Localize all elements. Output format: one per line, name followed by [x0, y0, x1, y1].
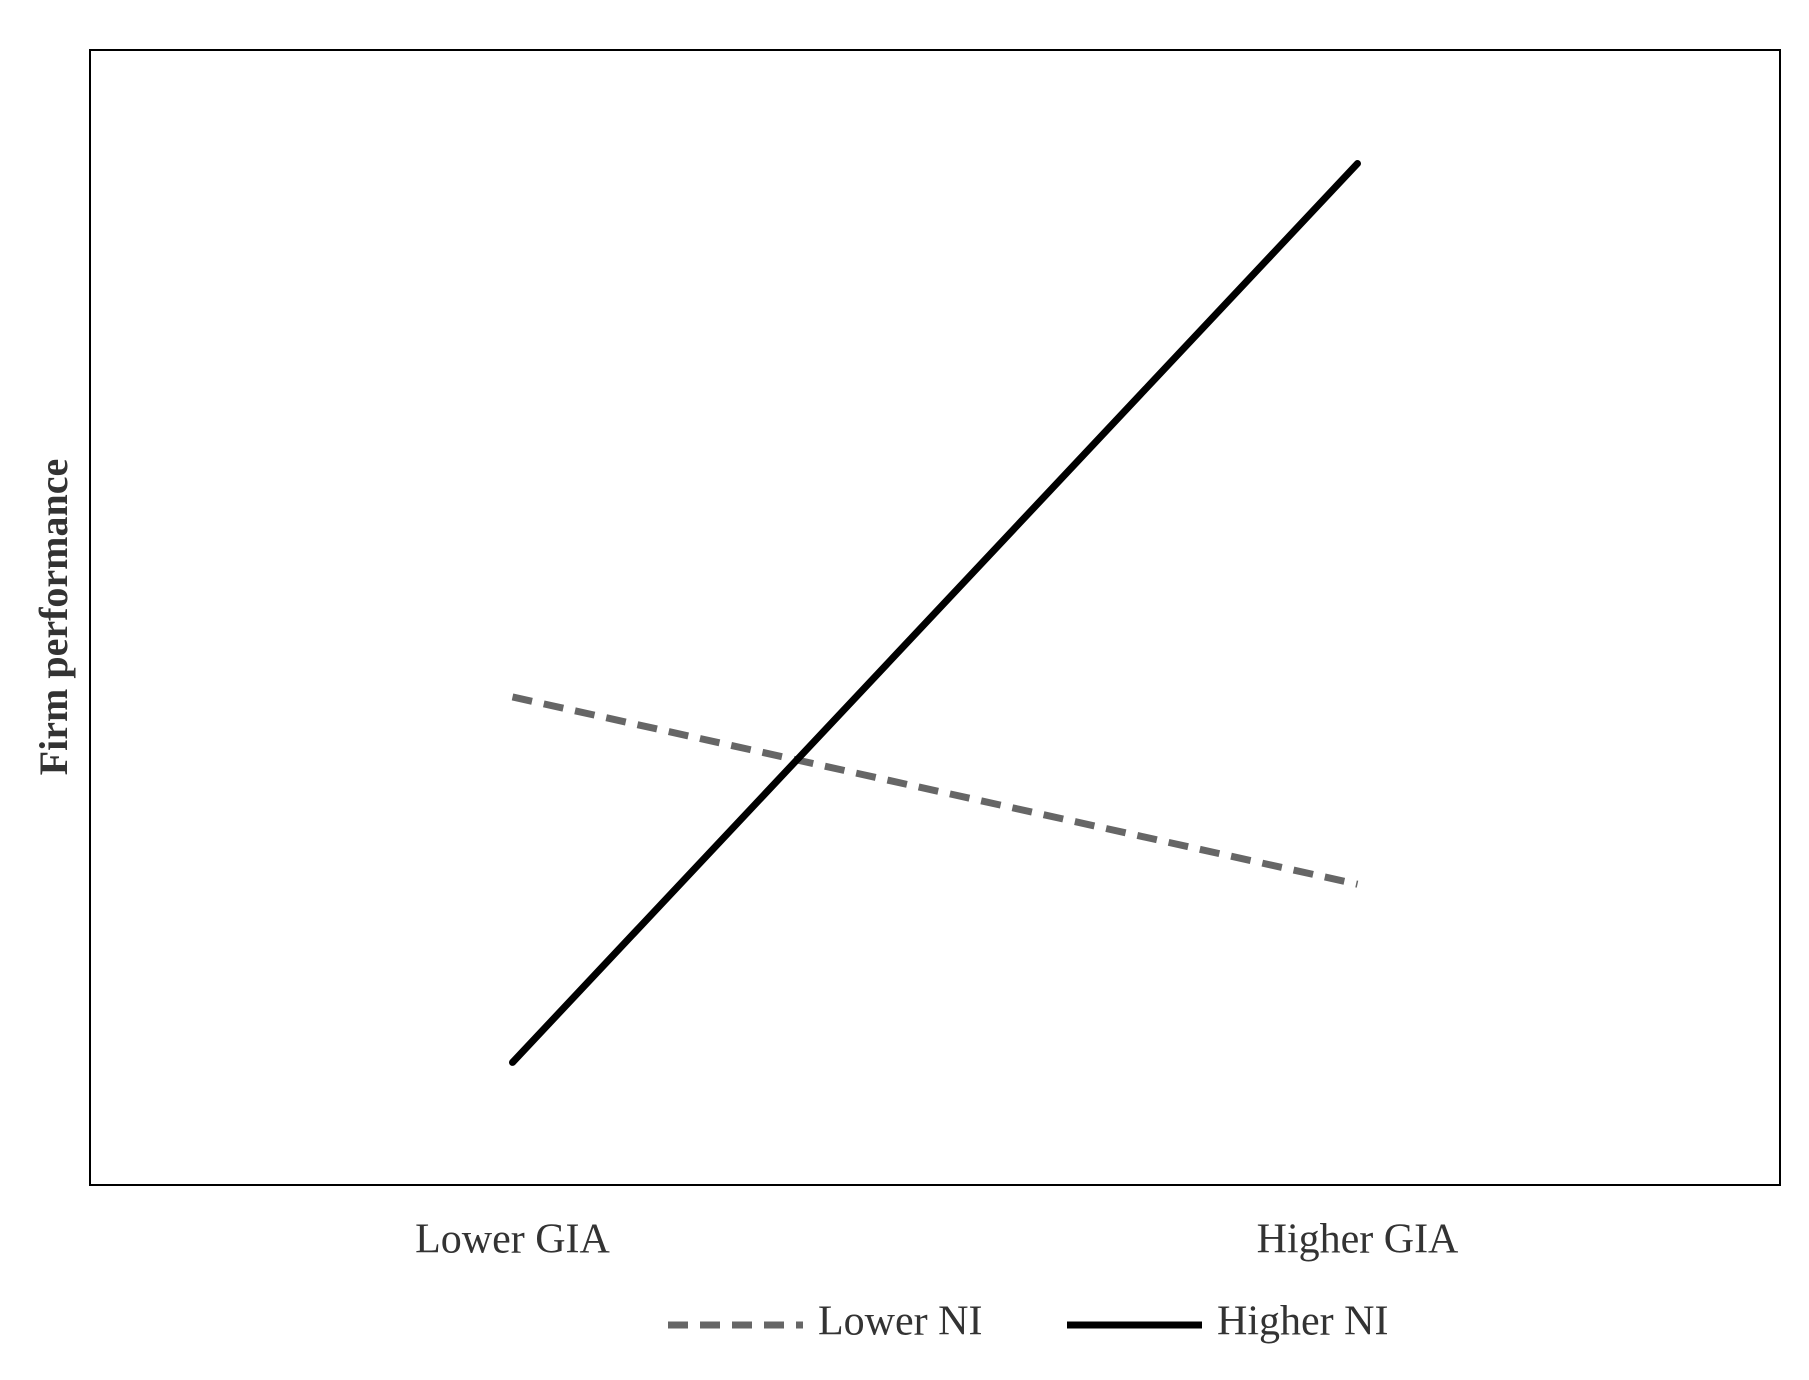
x-tick-label: Higher GIA — [1257, 1217, 1459, 1263]
series-line — [509, 160, 1361, 1066]
legend-label: Higher NI — [1217, 1299, 1388, 1345]
x-tick-label: Lower GIA — [415, 1217, 610, 1263]
plot-frame — [89, 49, 1781, 1186]
y-axis-label: Firm performance — [31, 459, 76, 776]
series-line — [511, 693, 1359, 888]
legend-label: Lower NI — [818, 1299, 982, 1345]
